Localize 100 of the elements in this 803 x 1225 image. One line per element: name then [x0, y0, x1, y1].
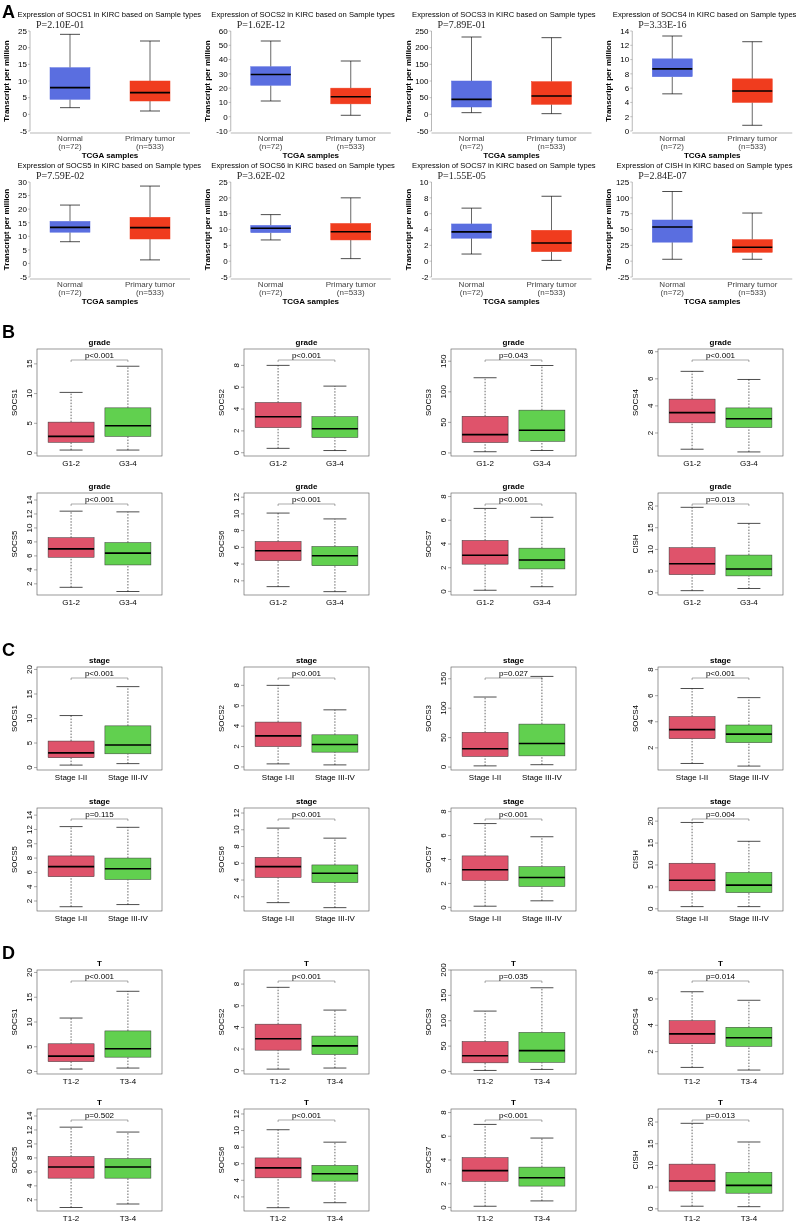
x-tick-label: T3-4 [326, 1077, 344, 1086]
text: D [2, 943, 15, 963]
y-tick-label: 150 [439, 671, 448, 686]
text: P=1.55E-05 [437, 170, 486, 181]
text: P=3.33E-16 [638, 19, 687, 30]
chart-title: T [718, 959, 724, 968]
y-axis-title: CISH [631, 1150, 640, 1170]
y-tick-label: 2 [232, 743, 241, 749]
chart-title: stage [503, 797, 525, 806]
y-tick-label: 0 [424, 256, 430, 266]
y-tick-label: 100 [415, 76, 430, 86]
text: P=2.84E-07 [638, 170, 687, 181]
x-tick-label: Normal (n=72) [257, 134, 284, 151]
y-tick-label: 8 [646, 348, 655, 354]
annotation: p<0.001 [705, 669, 736, 678]
annotation: p<0.001 [291, 495, 322, 504]
annotation: p<0.001 [291, 669, 322, 678]
y-axis-title: SOCS5 [10, 845, 19, 874]
x-tick-label: Primary tumor (n=533) [727, 134, 778, 151]
y-tick-label: 200 [415, 43, 430, 53]
chart-title: grade [295, 482, 318, 491]
y-tick-label: 50 [620, 225, 630, 235]
chart-title: grade [88, 338, 111, 347]
chart-title: grade [88, 482, 111, 491]
y-tick-label: 4 [232, 1177, 241, 1183]
y-axis-title: Transcript per million [2, 40, 11, 122]
y-tick-label: 0 [232, 1067, 241, 1073]
y-tick-label: 8 [25, 1155, 34, 1161]
x-tick-label: Stage I-II [468, 914, 502, 923]
y-tick-label: 5 [22, 245, 28, 255]
y-tick-label: 0 [25, 764, 34, 770]
y-tick-label: 5 [646, 884, 655, 890]
y-tick-label: 60 [218, 26, 229, 36]
text: C [2, 640, 15, 660]
y-tick-label: 125 [615, 177, 630, 187]
annotation: p=0.027 [498, 669, 529, 678]
y-tick-label: 6 [439, 517, 448, 523]
y-tick-label: 0 [624, 256, 630, 266]
annotation: p<0.001 [498, 495, 529, 504]
y-tick-label: 5 [22, 93, 28, 103]
y-tick-label: 2 [232, 428, 241, 434]
x-axis-title: TCGA samples [282, 151, 340, 160]
y-axis-title: Transcript per million [202, 188, 212, 271]
y-tick-label: 2 [25, 581, 34, 587]
chart-title: stage [710, 656, 732, 665]
y-tick-label: 2 [232, 1046, 241, 1052]
y-tick-label: 10 [419, 177, 430, 187]
x-tick-label: Primary tumor (n=533) [124, 134, 176, 151]
text: P=2.10E-01 [36, 19, 85, 30]
annotation: p=0.014 [705, 972, 736, 981]
y-tick-label: 6 [232, 384, 241, 390]
y-axis-title: SOCS1 [10, 388, 19, 417]
y-tick-label: 8 [624, 69, 630, 79]
y-tick-label: 6 [232, 544, 241, 550]
x-tick-label: Stage III-IV [107, 914, 149, 923]
x-tick-label: T1-2 [269, 1214, 287, 1223]
y-tick-label: 2 [439, 880, 448, 886]
x-tick-label: G1-2 [62, 459, 81, 468]
y-axis-title: Transcript per million [403, 188, 413, 271]
x-tick-label: Stage III-IV [314, 773, 356, 782]
y-tick-label: 14 [620, 26, 630, 36]
x-tick-label: G1-2 [62, 598, 81, 607]
x-tick-label: Stage III-IV [314, 914, 356, 923]
y-tick-label: 6 [25, 869, 34, 875]
x-tick-label: Stage I-II [54, 773, 88, 782]
y-tick-label: 6 [424, 209, 430, 219]
y-tick-label: 12 [25, 1124, 34, 1135]
y-tick-label: 5 [646, 568, 655, 574]
y-tick-label: 100 [439, 1013, 448, 1028]
annotation: p<0.001 [291, 1111, 322, 1120]
y-tick-label: 0 [22, 259, 28, 269]
x-tick-label: Normal (n=72) [257, 280, 284, 297]
y-tick-label: 12 [25, 508, 34, 519]
y-tick-label: 5 [25, 1043, 34, 1049]
y-tick-label: 15 [25, 358, 34, 369]
chart-title: stage [710, 797, 732, 806]
y-tick-label: 2 [232, 1194, 241, 1200]
y-tick-label: 8 [25, 855, 34, 861]
x-tick-label: T1-2 [269, 1077, 287, 1086]
y-tick-label: 6 [232, 1160, 241, 1166]
y-axis-title: SOCS7 [424, 529, 433, 558]
y-tick-label: 30 [18, 177, 28, 187]
y-tick-label: 0 [646, 590, 655, 596]
y-tick-label: 2 [439, 1180, 448, 1186]
y-tick-label: 4 [232, 1024, 241, 1030]
chart-title: grade [502, 338, 525, 347]
y-tick-label: 4 [624, 98, 630, 108]
y-tick-label: 8 [232, 527, 241, 533]
x-tick-label: Primary tumor (n=533) [526, 280, 577, 297]
y-tick-label: 150 [415, 60, 430, 70]
y-tick-label: 20 [18, 43, 28, 53]
y-tick-label: 6 [646, 376, 655, 382]
text: P=7.89E-01 [437, 19, 486, 30]
y-axis-title: CISH [631, 849, 640, 870]
text: A [2, 2, 15, 22]
y-tick-label: 10 [25, 838, 34, 849]
y-tick-label: 6 [232, 702, 241, 708]
y-tick-label: -25 [617, 272, 630, 282]
annotation: p=0.115 [85, 810, 115, 819]
y-tick-label: 15 [25, 992, 34, 1002]
